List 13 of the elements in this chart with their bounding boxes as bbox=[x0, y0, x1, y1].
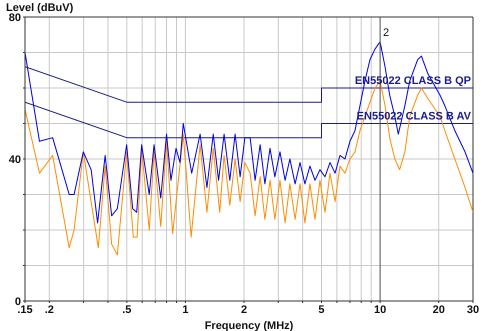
x-tick-label: 10 bbox=[374, 304, 386, 316]
y-tick-label: 80 bbox=[8, 12, 21, 24]
x-tick-label: 5 bbox=[318, 304, 325, 316]
x-tick-label: 2 bbox=[240, 304, 248, 316]
x-tick-label: .2 bbox=[44, 304, 54, 316]
y-axis-title: Level (dBuV) bbox=[6, 2, 74, 14]
x-axis-title: Frequency (MHz) bbox=[204, 320, 294, 331]
x-tick-label: 1 bbox=[182, 304, 188, 316]
x-tick-label: 20 bbox=[432, 304, 445, 316]
y-tick-label: 40 bbox=[8, 154, 21, 166]
x-tick-label: 30 bbox=[466, 304, 480, 316]
annotation: 2 bbox=[383, 26, 390, 39]
x-tick-label: .5 bbox=[122, 304, 132, 316]
